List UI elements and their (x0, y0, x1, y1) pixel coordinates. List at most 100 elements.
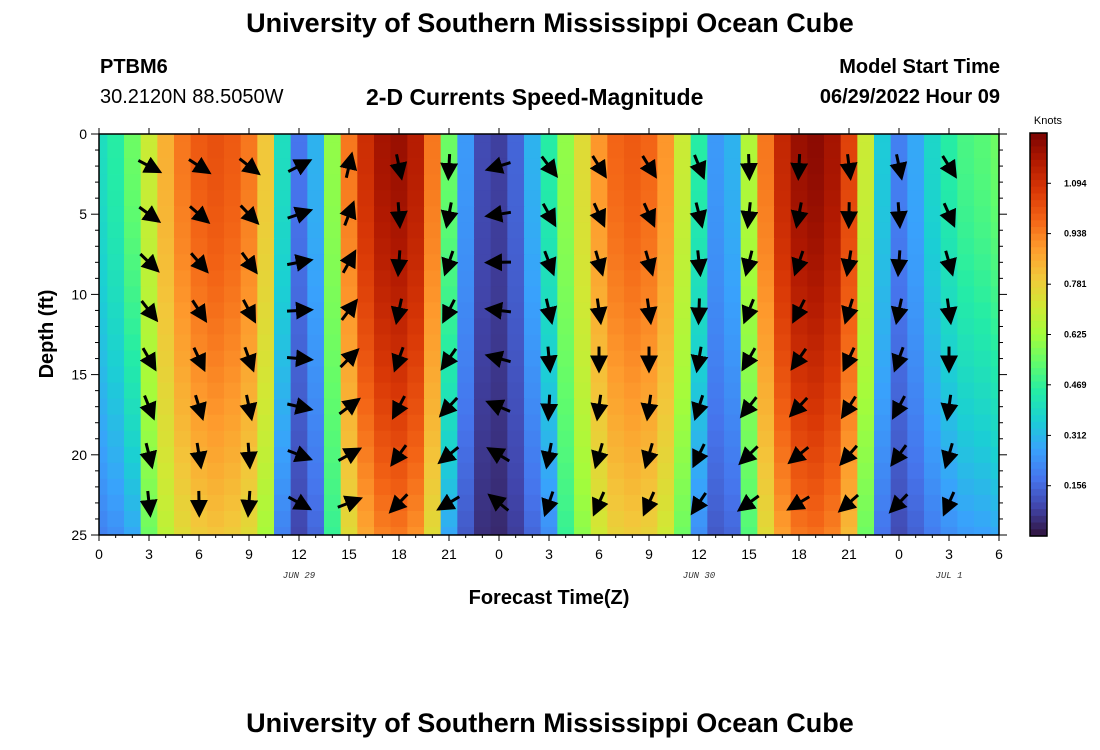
heatmap-cell (974, 270, 992, 287)
heatmap-cell (240, 382, 258, 400)
heatmap-cell (374, 462, 392, 480)
heatmap-cell (874, 222, 892, 239)
heatmap-cell (524, 270, 542, 287)
heatmap-cell (957, 270, 975, 287)
heatmap-cell (107, 446, 125, 464)
heatmap-cell (124, 526, 142, 535)
heatmap-cell (257, 134, 275, 143)
heatmap-cell (357, 286, 375, 304)
heatmap-cell (607, 446, 625, 464)
heatmap-cell (140, 134, 158, 143)
heatmap-cell (424, 350, 442, 368)
heatmap-cell (907, 350, 925, 368)
heatmap-cell (707, 158, 725, 175)
heatmap-cell (224, 526, 242, 535)
heatmap-cell (290, 478, 308, 496)
heatmap-cell (657, 134, 675, 143)
heatmap-cell (507, 398, 525, 416)
heatmap-cell (957, 494, 975, 512)
heatmap-cell (707, 446, 725, 464)
heatmap-cell (307, 206, 325, 223)
heatmap-cell (740, 142, 758, 159)
heatmap-cell (790, 430, 808, 448)
heatmap-cell (857, 398, 875, 416)
heatmap-cell (457, 302, 475, 320)
heatmap-cell (340, 382, 358, 400)
heatmap-cell (990, 350, 999, 368)
heatmap-cell (474, 526, 492, 535)
heatmap-cell (607, 334, 625, 352)
heatmap-cell (99, 478, 108, 496)
heatmap-cell (757, 318, 775, 336)
heatmap-cell (624, 174, 642, 191)
heatmap-cell (274, 254, 292, 271)
current-vector (790, 154, 809, 182)
heatmap-cell (824, 318, 842, 336)
heatmap-cell (707, 430, 725, 448)
heatmap-cell (607, 350, 625, 368)
heatmap-cell (207, 494, 225, 512)
heatmap-cell (657, 398, 675, 416)
heatmap-cell (724, 134, 742, 143)
heatmap-cell (957, 134, 975, 143)
heatmap-cell (207, 478, 225, 496)
heatmap-cell (724, 446, 742, 464)
heatmap-cell (274, 462, 292, 480)
heatmap-cell (307, 238, 325, 255)
heatmap-cell (524, 446, 542, 464)
current-vector (590, 394, 609, 422)
heatmap-cell (857, 446, 875, 464)
heatmap-cell (240, 526, 258, 535)
heatmap-cell (557, 526, 575, 535)
heatmap-cell (374, 254, 392, 271)
colorbar-segment (1030, 233, 1047, 242)
heatmap-cell (407, 350, 425, 368)
heatmap-cell (790, 142, 808, 159)
heatmap-cell (207, 158, 225, 175)
heatmap-cell (757, 366, 775, 384)
heatmap-cell (99, 254, 108, 271)
heatmap-cell (840, 270, 858, 287)
heatmap-cell (457, 382, 475, 400)
heatmap-cell (907, 526, 925, 535)
heatmap-cell (290, 526, 308, 535)
current-vector (691, 394, 709, 421)
heatmap-cell (724, 270, 742, 287)
heatmap-cell (890, 286, 908, 304)
heatmap-cell (507, 334, 525, 352)
heatmap-cell (657, 158, 675, 175)
heatmap-cell (324, 350, 342, 368)
heatmap-cell (290, 142, 308, 159)
heatmap-cell (157, 142, 175, 159)
heatmap-cell (907, 142, 925, 159)
heatmap-cell (990, 366, 999, 384)
heatmap-cell (374, 190, 392, 207)
heatmap-cell (99, 366, 108, 384)
heatmap-cell (857, 158, 875, 175)
heatmap-cell (590, 430, 608, 448)
current-vectors (137, 151, 959, 518)
current-vector (390, 298, 409, 326)
heatmap-cell (140, 430, 158, 448)
heatmap-cell (224, 382, 242, 400)
current-vector (287, 445, 314, 463)
heatmap-cell (157, 366, 175, 384)
current-vector (140, 300, 159, 323)
heatmap-cell (174, 302, 192, 320)
heatmap-cell (607, 174, 625, 191)
colorbar-segment (1030, 139, 1047, 148)
heatmap-cell (324, 270, 342, 287)
heatmap-cell (557, 446, 575, 464)
heatmap-cell (107, 142, 125, 159)
current-vector (639, 202, 657, 228)
heatmap-cell (740, 134, 758, 143)
heatmap-cell (424, 222, 442, 239)
heatmap-cell (440, 478, 458, 496)
heatmap-cell (974, 446, 992, 464)
current-vector (189, 442, 208, 470)
heatmap-cell (457, 398, 475, 416)
colorbar-segment (1030, 374, 1047, 383)
heatmap-cell (407, 134, 425, 143)
heatmap-cell (857, 206, 875, 223)
heatmap-cell (340, 510, 358, 528)
